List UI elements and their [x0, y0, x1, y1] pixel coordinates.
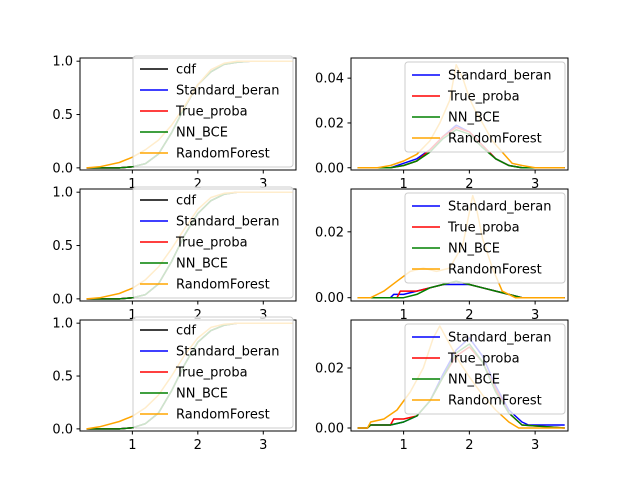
legend-box [404, 323, 566, 415]
legend-box [132, 186, 294, 299]
legend-label: cdf [176, 324, 196, 339]
panel-row1-right: 1 2 3 0.00 0.02 0.04 Standard_beran True_proba N… [315, 57, 569, 192]
x-tick-label: 1 [128, 438, 136, 453]
legend: Standard_beran True_proba NN_BCE RandomFore… [404, 323, 566, 415]
y-tick-label: 0.00 [315, 291, 344, 306]
legend-label: Standard_beran [448, 200, 551, 215]
x-tick-label: 1 [399, 177, 407, 192]
legend-label: Standard_beran [176, 84, 279, 99]
panel-row3-right: 1 2 3 0.00 0.02 Standard_beran True_proba NN_BC… [315, 319, 569, 453]
axes-frame [350, 319, 569, 432]
legend-label: True_proba [447, 352, 520, 367]
x-tick-label: 3 [259, 177, 267, 192]
legend-label: RandomForest [176, 278, 270, 293]
legend-label: True_proba [175, 236, 248, 251]
axes-frame [350, 188, 569, 302]
y-tick-label: 0.0 [52, 292, 73, 307]
x-tick-label: 3 [531, 177, 539, 192]
legend: cdf Standard_beran True_proba NN_BCE RandomF… [132, 186, 294, 299]
axes-frame [350, 57, 569, 171]
legend-box [132, 55, 294, 168]
legend-label: NN_BCE [176, 257, 228, 272]
y-tick-label: 0.02 [315, 225, 344, 240]
x-tick-label: 2 [194, 308, 202, 323]
y-tick-label: 0.02 [315, 116, 344, 131]
x-tick-label: 2 [465, 177, 473, 192]
x-tick-label: 3 [259, 438, 267, 453]
legend: cdf Standard_beran True_proba NN_BCE RandomF… [132, 55, 294, 168]
legend-label: NN_BCE [176, 387, 228, 402]
x-tick-label: 2 [465, 308, 473, 323]
legend-label: True_proba [175, 105, 248, 120]
panel-row2-left: 1 2 3 0.0 0.5 1.0 cdf Standard_beran True_proba N… [52, 186, 297, 323]
x-tick-label: 1 [128, 177, 136, 192]
legend-label: RandomForest [176, 147, 270, 162]
x-tick-label: 3 [259, 308, 267, 323]
legend-label: Standard_beran [176, 345, 279, 360]
legend-label: NN_BCE [448, 242, 500, 257]
legend-label: True_proba [447, 221, 520, 236]
series-line-Standard_beran [357, 283, 565, 299]
x-tick-label: 1 [399, 308, 407, 323]
legend-box [404, 192, 566, 284]
x-tick-label: 1 [128, 308, 136, 323]
legend-label: RandomForest [448, 394, 542, 409]
x-tick-label: 3 [531, 308, 539, 323]
y-tick-label: 0.0 [52, 422, 73, 437]
legend-label: RandomForest [448, 132, 542, 147]
legend-label: RandomForest [176, 408, 270, 423]
legend-label: True_proba [447, 90, 520, 105]
legend-label: RandomForest [448, 263, 542, 278]
legend-box [404, 61, 566, 153]
legend: cdf Standard_beran True_proba NN_BCE RandomF… [132, 316, 294, 429]
y-tick-label: 1.0 [52, 55, 73, 70]
y-tick-label: 0.00 [315, 422, 344, 437]
legend-label: Standard_beran [448, 331, 551, 346]
y-tick-label: 0.5 [52, 108, 73, 123]
legend-label: NN_BCE [176, 126, 228, 141]
legend-label: True_proba [175, 366, 248, 381]
y-tick-label: 0.02 [315, 362, 344, 377]
x-tick-label: 3 [531, 438, 539, 453]
y-tick-label: 0.5 [52, 370, 73, 385]
series-line-NN_BCE [357, 280, 565, 299]
y-tick-label: 1.0 [52, 186, 73, 201]
legend-label: NN_BCE [448, 111, 500, 126]
x-tick-label: 2 [194, 177, 202, 192]
legend-label: Standard_beran [176, 215, 279, 230]
x-tick-label: 2 [465, 438, 473, 453]
y-tick-label: 1.0 [52, 317, 73, 332]
legend-label: cdf [176, 63, 196, 78]
y-tick-label: 0.00 [315, 161, 344, 176]
x-tick-label: 2 [194, 438, 202, 453]
legend-label: Standard_beran [448, 69, 551, 84]
y-tick-label: 0.0 [52, 161, 73, 176]
series-line-True_proba [357, 280, 565, 299]
y-tick-label: 0.5 [52, 239, 73, 254]
legend-label: cdf [176, 194, 196, 209]
panel-row3-left: 1 2 3 0.0 0.5 1.0 cdf Standard_beran True_proba N… [52, 316, 297, 453]
legend: Standard_beran True_proba NN_BCE RandomFore… [404, 61, 566, 153]
x-tick-label: 1 [399, 438, 407, 453]
panel-row2-right: 1 2 3 0.00 0.02 Standard_beran True_proba NN_BC… [315, 188, 569, 323]
y-tick-label: 0.04 [315, 72, 344, 87]
legend-box [132, 316, 294, 429]
legend: Standard_beran True_proba NN_BCE RandomFore… [404, 192, 566, 284]
legend-label: NN_BCE [448, 373, 500, 388]
panel-row1-left: 1 2 3 0.0 0.5 1.0 cdf Standard_beran True_proba N… [52, 55, 297, 192]
